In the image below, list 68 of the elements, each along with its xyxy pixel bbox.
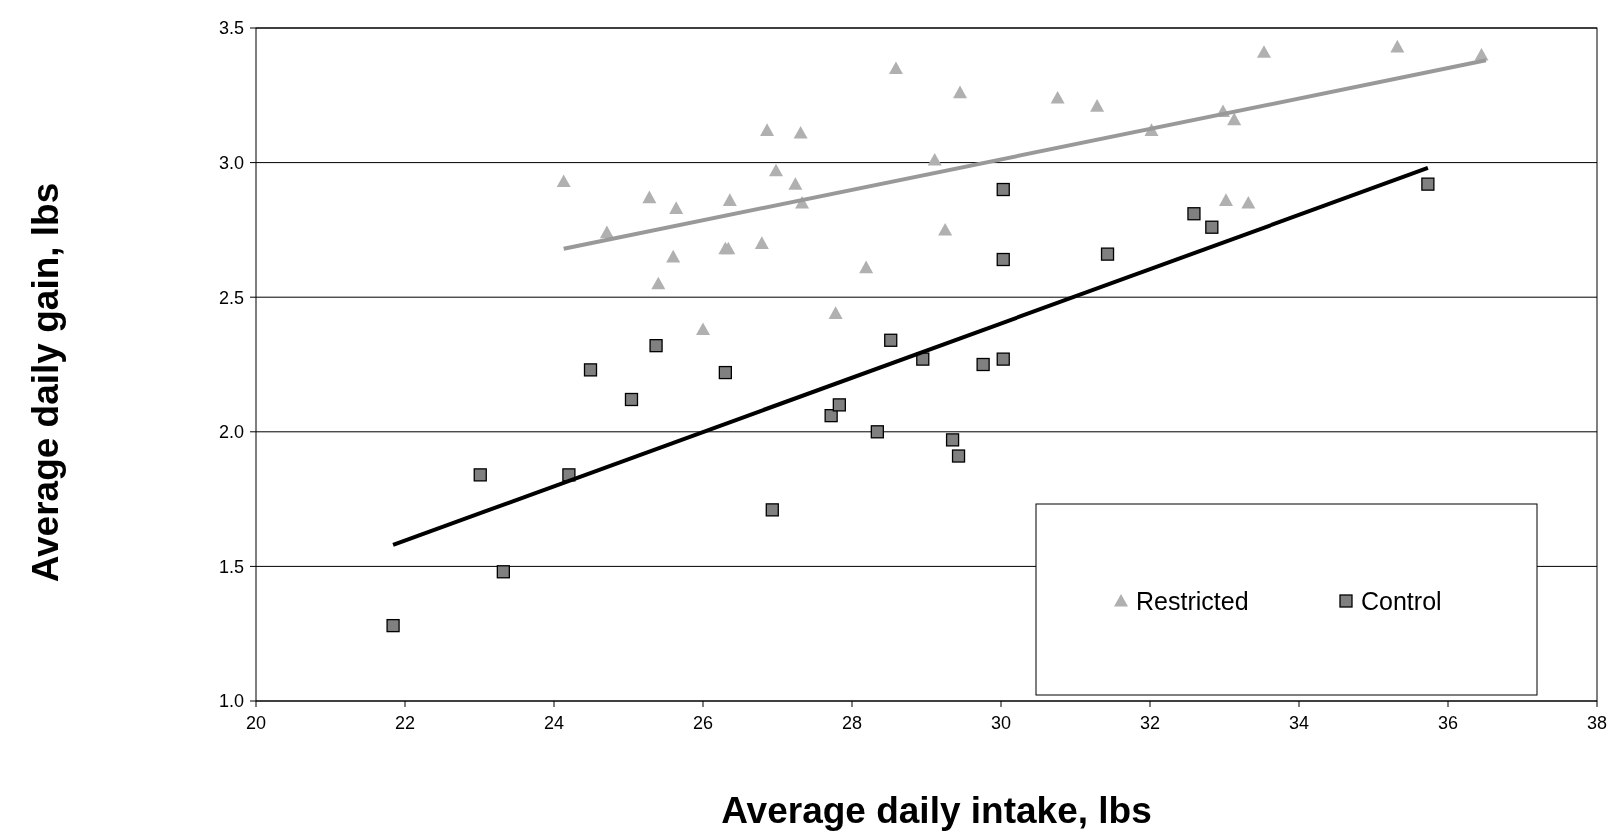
point bbox=[599, 225, 614, 239]
point bbox=[1218, 193, 1233, 206]
point bbox=[859, 260, 874, 274]
point bbox=[718, 365, 732, 380]
point bbox=[976, 357, 990, 372]
point bbox=[1241, 195, 1256, 209]
x-tick-label: 26 bbox=[692, 713, 714, 733]
point bbox=[754, 236, 769, 249]
point bbox=[828, 306, 843, 319]
point bbox=[1090, 99, 1105, 112]
point bbox=[996, 352, 1010, 366]
point bbox=[669, 201, 684, 214]
y-axis-title: Average daily gain, lbs bbox=[25, 182, 66, 583]
point bbox=[1205, 220, 1219, 234]
point bbox=[788, 177, 803, 190]
point bbox=[696, 322, 710, 336]
x-tick-label: 30 bbox=[990, 713, 1012, 733]
x-axis-title: Average daily intake, lbs bbox=[721, 790, 1152, 831]
point bbox=[649, 339, 663, 353]
point bbox=[765, 503, 779, 517]
y-tick-label: 3.0 bbox=[218, 152, 244, 173]
y-tick-label: 2.0 bbox=[218, 422, 244, 443]
point bbox=[642, 190, 657, 204]
x-tick-label: 38 bbox=[1586, 713, 1608, 733]
point bbox=[556, 174, 571, 188]
x-tick-label: 20 bbox=[245, 713, 267, 733]
point bbox=[1256, 45, 1271, 58]
point bbox=[1050, 90, 1065, 104]
point bbox=[624, 392, 639, 407]
x-tick-label: 34 bbox=[1288, 713, 1310, 733]
legend-label: Restricted bbox=[1136, 586, 1249, 615]
point bbox=[386, 618, 400, 633]
x-tick-label: 24 bbox=[543, 713, 565, 733]
point bbox=[722, 193, 737, 206]
point bbox=[769, 163, 784, 177]
point bbox=[824, 409, 838, 423]
point bbox=[1227, 112, 1242, 126]
point bbox=[1187, 207, 1201, 221]
point bbox=[666, 249, 681, 263]
point bbox=[793, 125, 808, 139]
point bbox=[1100, 247, 1115, 261]
y-tick-label: 2.5 bbox=[218, 287, 244, 308]
point bbox=[496, 565, 510, 579]
x-tick-label: 32 bbox=[1139, 713, 1161, 733]
point bbox=[884, 333, 898, 347]
point bbox=[760, 123, 775, 136]
y-tick-label: 1.5 bbox=[218, 556, 244, 577]
point bbox=[583, 363, 598, 377]
point bbox=[996, 252, 1010, 267]
point bbox=[953, 85, 968, 99]
point bbox=[651, 276, 666, 290]
y-tick-label: 3.5 bbox=[218, 18, 244, 39]
x-tick-label: 28 bbox=[841, 713, 863, 733]
point bbox=[888, 61, 903, 74]
point bbox=[473, 468, 487, 482]
legend-label: Control bbox=[1361, 586, 1442, 615]
y-tick-label: 1.0 bbox=[218, 691, 244, 712]
x-tick-label: 36 bbox=[1437, 713, 1459, 733]
point bbox=[1421, 177, 1435, 191]
x-tick-label: 22 bbox=[394, 713, 416, 733]
point bbox=[951, 449, 966, 463]
point bbox=[927, 152, 942, 166]
point bbox=[938, 222, 953, 236]
point bbox=[1390, 39, 1405, 53]
point bbox=[870, 425, 884, 439]
point bbox=[832, 398, 846, 412]
point bbox=[945, 433, 960, 447]
point bbox=[996, 182, 1010, 197]
